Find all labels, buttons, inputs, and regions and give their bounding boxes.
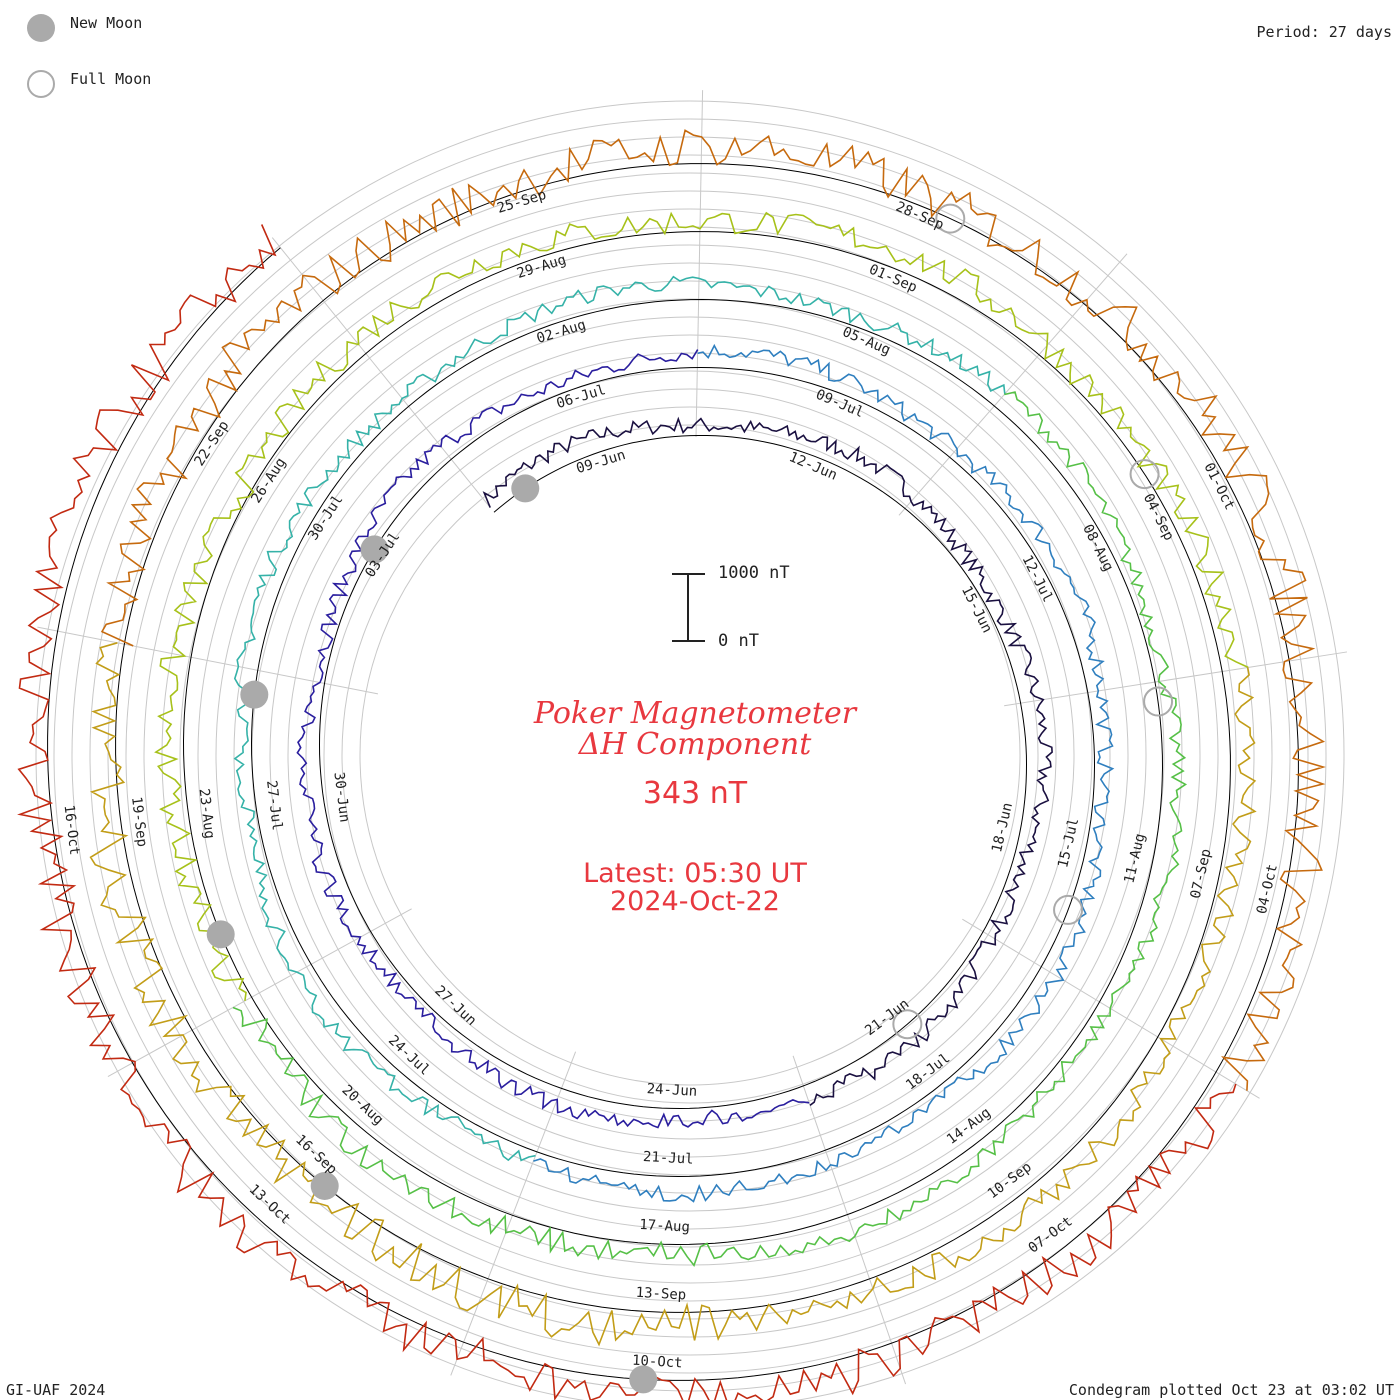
date-label: 12-Jun bbox=[787, 449, 840, 484]
date-label: 16-Sep bbox=[292, 1132, 340, 1178]
baseline-spiral bbox=[47, 163, 1299, 1381]
trace-segment bbox=[533, 343, 1115, 1203]
date-label: 13-Sep bbox=[635, 1285, 686, 1304]
date-label: 17-Aug bbox=[639, 1217, 690, 1236]
date-label: 24-Jul bbox=[385, 1032, 433, 1078]
date-label: 24-Jun bbox=[646, 1081, 697, 1100]
new-moon-legend-icon bbox=[27, 14, 55, 42]
full-moon-marker bbox=[1053, 894, 1084, 925]
plotted-label: Condegram plotted Oct 23 at 03:02 UT bbox=[1068, 1381, 1394, 1399]
trace-segment bbox=[100, 129, 1326, 1091]
latest-date: 2024-Oct-22 bbox=[610, 886, 780, 917]
chart-title-line2: ΔH Component bbox=[578, 727, 812, 762]
date-label: 16-Oct bbox=[60, 804, 82, 856]
moon-markers bbox=[206, 203, 1174, 1394]
date-label: 13-Oct bbox=[246, 1181, 294, 1227]
date-label: 12-Jul bbox=[1019, 553, 1056, 605]
scale-bar bbox=[672, 573, 705, 642]
new-moon-marker bbox=[240, 680, 269, 709]
grid-ring bbox=[53, 118, 1327, 1392]
chart-title-line1: Poker Magnetometer bbox=[533, 696, 857, 731]
period-label: Period: 27 days bbox=[1256, 23, 1392, 41]
latest-update: Latest: 05:30 UT 2024-Oct-22 bbox=[440, 860, 950, 916]
scale-bottom-label: 0 nT bbox=[718, 631, 759, 651]
latest-time: Latest: 05:30 UT bbox=[583, 858, 807, 889]
full-moon-marker bbox=[1143, 686, 1174, 717]
trace-segment bbox=[233, 275, 1006, 1162]
date-label: 21-Jul bbox=[643, 1149, 694, 1168]
trace-segment bbox=[89, 642, 1257, 1347]
current-value: 343 nT bbox=[642, 776, 748, 811]
grid-ring bbox=[71, 136, 1309, 1374]
trace-segment bbox=[296, 349, 810, 1129]
new-moon-legend-label: New Moon bbox=[70, 14, 143, 32]
date-label: 19-Sep bbox=[128, 796, 150, 848]
date-label: 04-Sep bbox=[1140, 491, 1177, 543]
date-label: 09-Jul bbox=[813, 387, 866, 422]
new-moon-marker bbox=[360, 535, 389, 564]
date-label: 15-Jul bbox=[1055, 817, 1082, 870]
date-label: 27-Jul bbox=[263, 779, 285, 831]
date-label: 27-Jun bbox=[431, 983, 479, 1029]
magnetometer-trace bbox=[17, 129, 1326, 1400]
scale-top-label: 1000 nT bbox=[718, 563, 790, 583]
date-label: 11-Aug bbox=[1121, 832, 1148, 885]
new-moon-marker bbox=[629, 1365, 658, 1394]
date-label: 10-Oct bbox=[632, 1353, 683, 1372]
full-moon-marker bbox=[892, 1009, 923, 1040]
grid-ring bbox=[269, 334, 1111, 1176]
date-label: 07-Sep bbox=[1188, 847, 1215, 900]
grid-ring bbox=[215, 280, 1165, 1230]
baseline-spiral-path bbox=[47, 163, 1299, 1381]
grid-ring bbox=[143, 208, 1237, 1302]
new-moon-marker bbox=[206, 920, 235, 949]
full-moon-marker bbox=[1129, 459, 1160, 490]
radial-grid-line bbox=[695, 90, 704, 438]
date-label: 07-Oct bbox=[1026, 1213, 1076, 1256]
grid-ring bbox=[287, 352, 1093, 1158]
grid-ring bbox=[233, 298, 1147, 1212]
trace-segment bbox=[232, 391, 1188, 1268]
date-label: 04-Oct bbox=[1254, 863, 1281, 916]
grid-ring bbox=[341, 406, 1039, 1104]
chart-title: Poker Magnetometer ΔH Component bbox=[440, 698, 950, 760]
trace-segment bbox=[154, 211, 1249, 1002]
radial-grid-line bbox=[450, 1051, 577, 1376]
credit-label: GI-UAF 2024 bbox=[6, 1381, 106, 1399]
full-moon-legend-label: Full Moon bbox=[70, 70, 152, 88]
grid-ring bbox=[305, 370, 1075, 1140]
date-label: 14-Aug bbox=[944, 1105, 994, 1148]
grid-ring bbox=[179, 244, 1201, 1266]
date-label: 01-Sep bbox=[867, 261, 920, 296]
date-label: 15-Jun bbox=[958, 583, 995, 635]
grid-ring bbox=[35, 100, 1345, 1400]
radial-grid-line bbox=[792, 1055, 907, 1385]
radial-grid-line bbox=[898, 253, 1128, 516]
new-moon-marker bbox=[310, 1171, 339, 1200]
date-label: 23-Aug bbox=[195, 788, 217, 840]
full-moon-legend-icon bbox=[27, 70, 55, 98]
grid-ring bbox=[107, 172, 1273, 1338]
grid-ring bbox=[89, 154, 1291, 1356]
radial-grid-line bbox=[1004, 651, 1348, 707]
radial-grid-line bbox=[271, 237, 491, 508]
new-moon-marker bbox=[511, 474, 540, 503]
date-label: 21-Jun bbox=[862, 996, 912, 1039]
radial-grid-line bbox=[37, 626, 379, 695]
trace-segment bbox=[482, 416, 1053, 1106]
trace-segment bbox=[17, 224, 1237, 1400]
full-moon-marker bbox=[935, 203, 966, 234]
date-label: 30-Jun bbox=[330, 771, 352, 823]
grid-ring bbox=[359, 424, 1021, 1086]
grid-ring bbox=[323, 388, 1057, 1122]
date-label: 28-Sep bbox=[893, 199, 946, 234]
